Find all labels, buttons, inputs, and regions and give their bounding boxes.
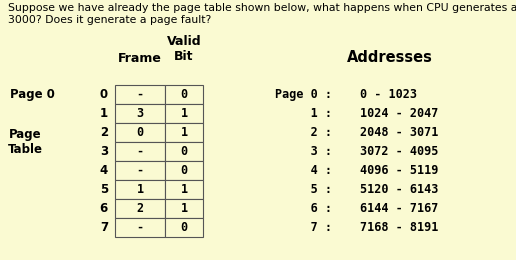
Text: 3072 - 4095: 3072 - 4095 [360, 145, 439, 158]
Bar [165, 104, 203, 123]
Text: -: - [136, 88, 143, 101]
Text: 7168 - 8191: 7168 - 8191 [360, 221, 439, 234]
Text: 0: 0 [136, 126, 143, 139]
Text: 1024 - 2047: 1024 - 2047 [360, 107, 439, 120]
Text: 6 :: 6 : [275, 202, 332, 215]
Bar [115, 161, 165, 180]
Text: -: - [136, 221, 143, 234]
Text: 2: 2 [136, 202, 143, 215]
Text: 1: 1 [100, 107, 108, 120]
Text: 0: 0 [181, 221, 187, 234]
Bar [115, 142, 165, 161]
Text: Suppose we have already the page table shown below, what happens when CPU genera: Suppose we have already the page table s… [8, 3, 516, 25]
Text: 6144 - 7167: 6144 - 7167 [360, 202, 439, 215]
Text: 4 :: 4 : [275, 164, 332, 177]
Text: -: - [136, 145, 143, 158]
Bar [115, 123, 165, 142]
Bar [165, 142, 203, 161]
Text: 1: 1 [181, 202, 187, 215]
Text: 1: 1 [136, 183, 143, 196]
Bar [115, 180, 165, 199]
Text: Frame: Frame [118, 52, 162, 65]
Text: Page 0 :: Page 0 : [275, 88, 332, 101]
Text: Page 0: Page 0 [10, 88, 55, 101]
Text: Addresses: Addresses [347, 50, 433, 65]
Bar [165, 85, 203, 104]
Text: 2048 - 3071: 2048 - 3071 [360, 126, 439, 139]
Text: 2 :: 2 : [275, 126, 332, 139]
Text: 7 :: 7 : [275, 221, 332, 234]
Bar [0, 52, 516, 260]
Text: 0: 0 [181, 88, 187, 101]
Text: 1: 1 [181, 126, 187, 139]
Text: -: - [136, 164, 143, 177]
Bar [165, 218, 203, 237]
Bar [115, 85, 165, 104]
Bar [165, 161, 203, 180]
Text: 1: 1 [181, 107, 187, 120]
Text: 3: 3 [100, 145, 108, 158]
Text: 3: 3 [136, 107, 143, 120]
Text: 1: 1 [181, 183, 187, 196]
Text: 6: 6 [100, 202, 108, 215]
Bar [165, 180, 203, 199]
Bar [115, 104, 165, 123]
Text: 4096 - 5119: 4096 - 5119 [360, 164, 439, 177]
Bar [115, 199, 165, 218]
Text: 3 :: 3 : [275, 145, 332, 158]
Bar [165, 123, 203, 142]
Text: 7: 7 [100, 221, 108, 234]
Text: 5: 5 [100, 183, 108, 196]
Text: 0: 0 [100, 88, 108, 101]
Text: 0: 0 [181, 145, 187, 158]
Text: Page
Table: Page Table [8, 128, 43, 156]
Bar [165, 199, 203, 218]
Text: 0: 0 [181, 164, 187, 177]
Text: 2: 2 [100, 126, 108, 139]
Bar [115, 218, 165, 237]
Text: 1 :: 1 : [275, 107, 332, 120]
Text: 5120 - 6143: 5120 - 6143 [360, 183, 439, 196]
Text: 4: 4 [100, 164, 108, 177]
Text: Valid
Bit: Valid Bit [167, 35, 201, 63]
Text: 5 :: 5 : [275, 183, 332, 196]
Text: 0 - 1023: 0 - 1023 [360, 88, 417, 101]
